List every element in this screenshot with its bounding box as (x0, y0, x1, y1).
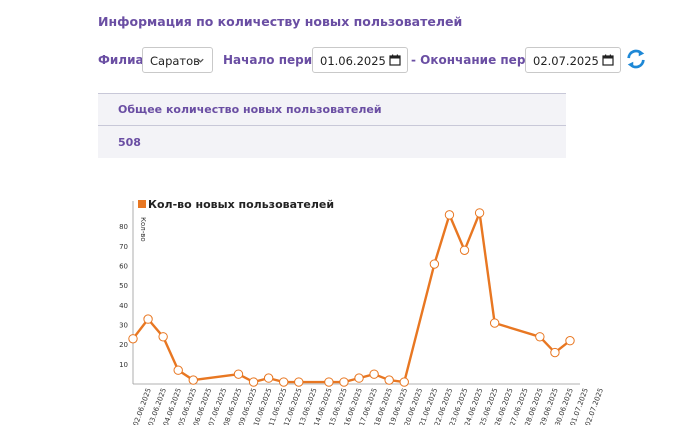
filter-bar: Филиал: Саратов Начало периода: 01.06.20… (98, 47, 658, 75)
legend-label: Кол-во новых пользователей (148, 198, 334, 211)
data-point (565, 336, 575, 346)
start-date-input[interactable]: 01.06.2025 (312, 47, 408, 73)
data-point (128, 334, 138, 344)
data-point (278, 377, 289, 387)
data-point (474, 208, 485, 218)
data-point (324, 377, 334, 387)
data-point (143, 314, 153, 324)
page-title: Информация по количеству новых пользоват… (98, 14, 463, 29)
data-point (444, 210, 455, 220)
summary-value-cell: 508 (118, 136, 141, 149)
data-point (429, 259, 440, 269)
summary-header-cell: Общее количество новых пользователей (118, 103, 382, 116)
y-tick-label: 70 (119, 243, 128, 251)
y-axis-label: Кол-во (139, 217, 147, 242)
new-users-line-chart: 10 20 30 40 50 60 70 80 Кол-во Кол-во новых поль… (119, 198, 605, 425)
data-point (459, 245, 470, 255)
y-tick-label: 30 (119, 322, 128, 330)
chevron-down-icon (197, 58, 204, 63)
summary-table-header: Общее количество новых пользователей (98, 93, 566, 126)
calendar-icon[interactable] (602, 54, 614, 66)
series-line (132, 211, 571, 384)
data-point (188, 375, 198, 385)
data-point (399, 377, 409, 387)
data-point (489, 318, 500, 328)
data-point (158, 332, 168, 342)
end-date-value: 02.07.2025 (533, 54, 599, 68)
data-point (248, 377, 259, 387)
data-point (263, 373, 274, 383)
y-tick-label: 80 (119, 223, 128, 231)
data-point (384, 375, 394, 385)
start-date-value: 01.06.2025 (320, 54, 386, 68)
y-tick-label: 40 (119, 302, 128, 310)
y-tick-label: 10 (119, 361, 128, 369)
data-point (173, 365, 183, 375)
summary-table: Общее количество новых пользователей 508 (98, 93, 566, 158)
data-point (535, 332, 545, 342)
y-tick-label: 50 (119, 282, 128, 290)
legend-swatch (138, 200, 146, 208)
branch-select-value: Саратов (150, 54, 200, 68)
summary-table-row: 508 (98, 126, 566, 158)
data-point (550, 347, 560, 358)
y-tick-label: 60 (119, 263, 128, 271)
branch-select[interactable]: Саратов (142, 47, 213, 73)
calendar-icon[interactable] (389, 54, 401, 66)
end-date-input[interactable]: 02.07.2025 (525, 47, 621, 73)
data-point (233, 369, 244, 379)
y-tick-label: 20 (119, 341, 128, 349)
data-point (294, 377, 304, 387)
data-point (354, 373, 364, 383)
data-point (369, 369, 379, 379)
data-point (339, 377, 349, 387)
refresh-icon[interactable] (625, 48, 647, 70)
